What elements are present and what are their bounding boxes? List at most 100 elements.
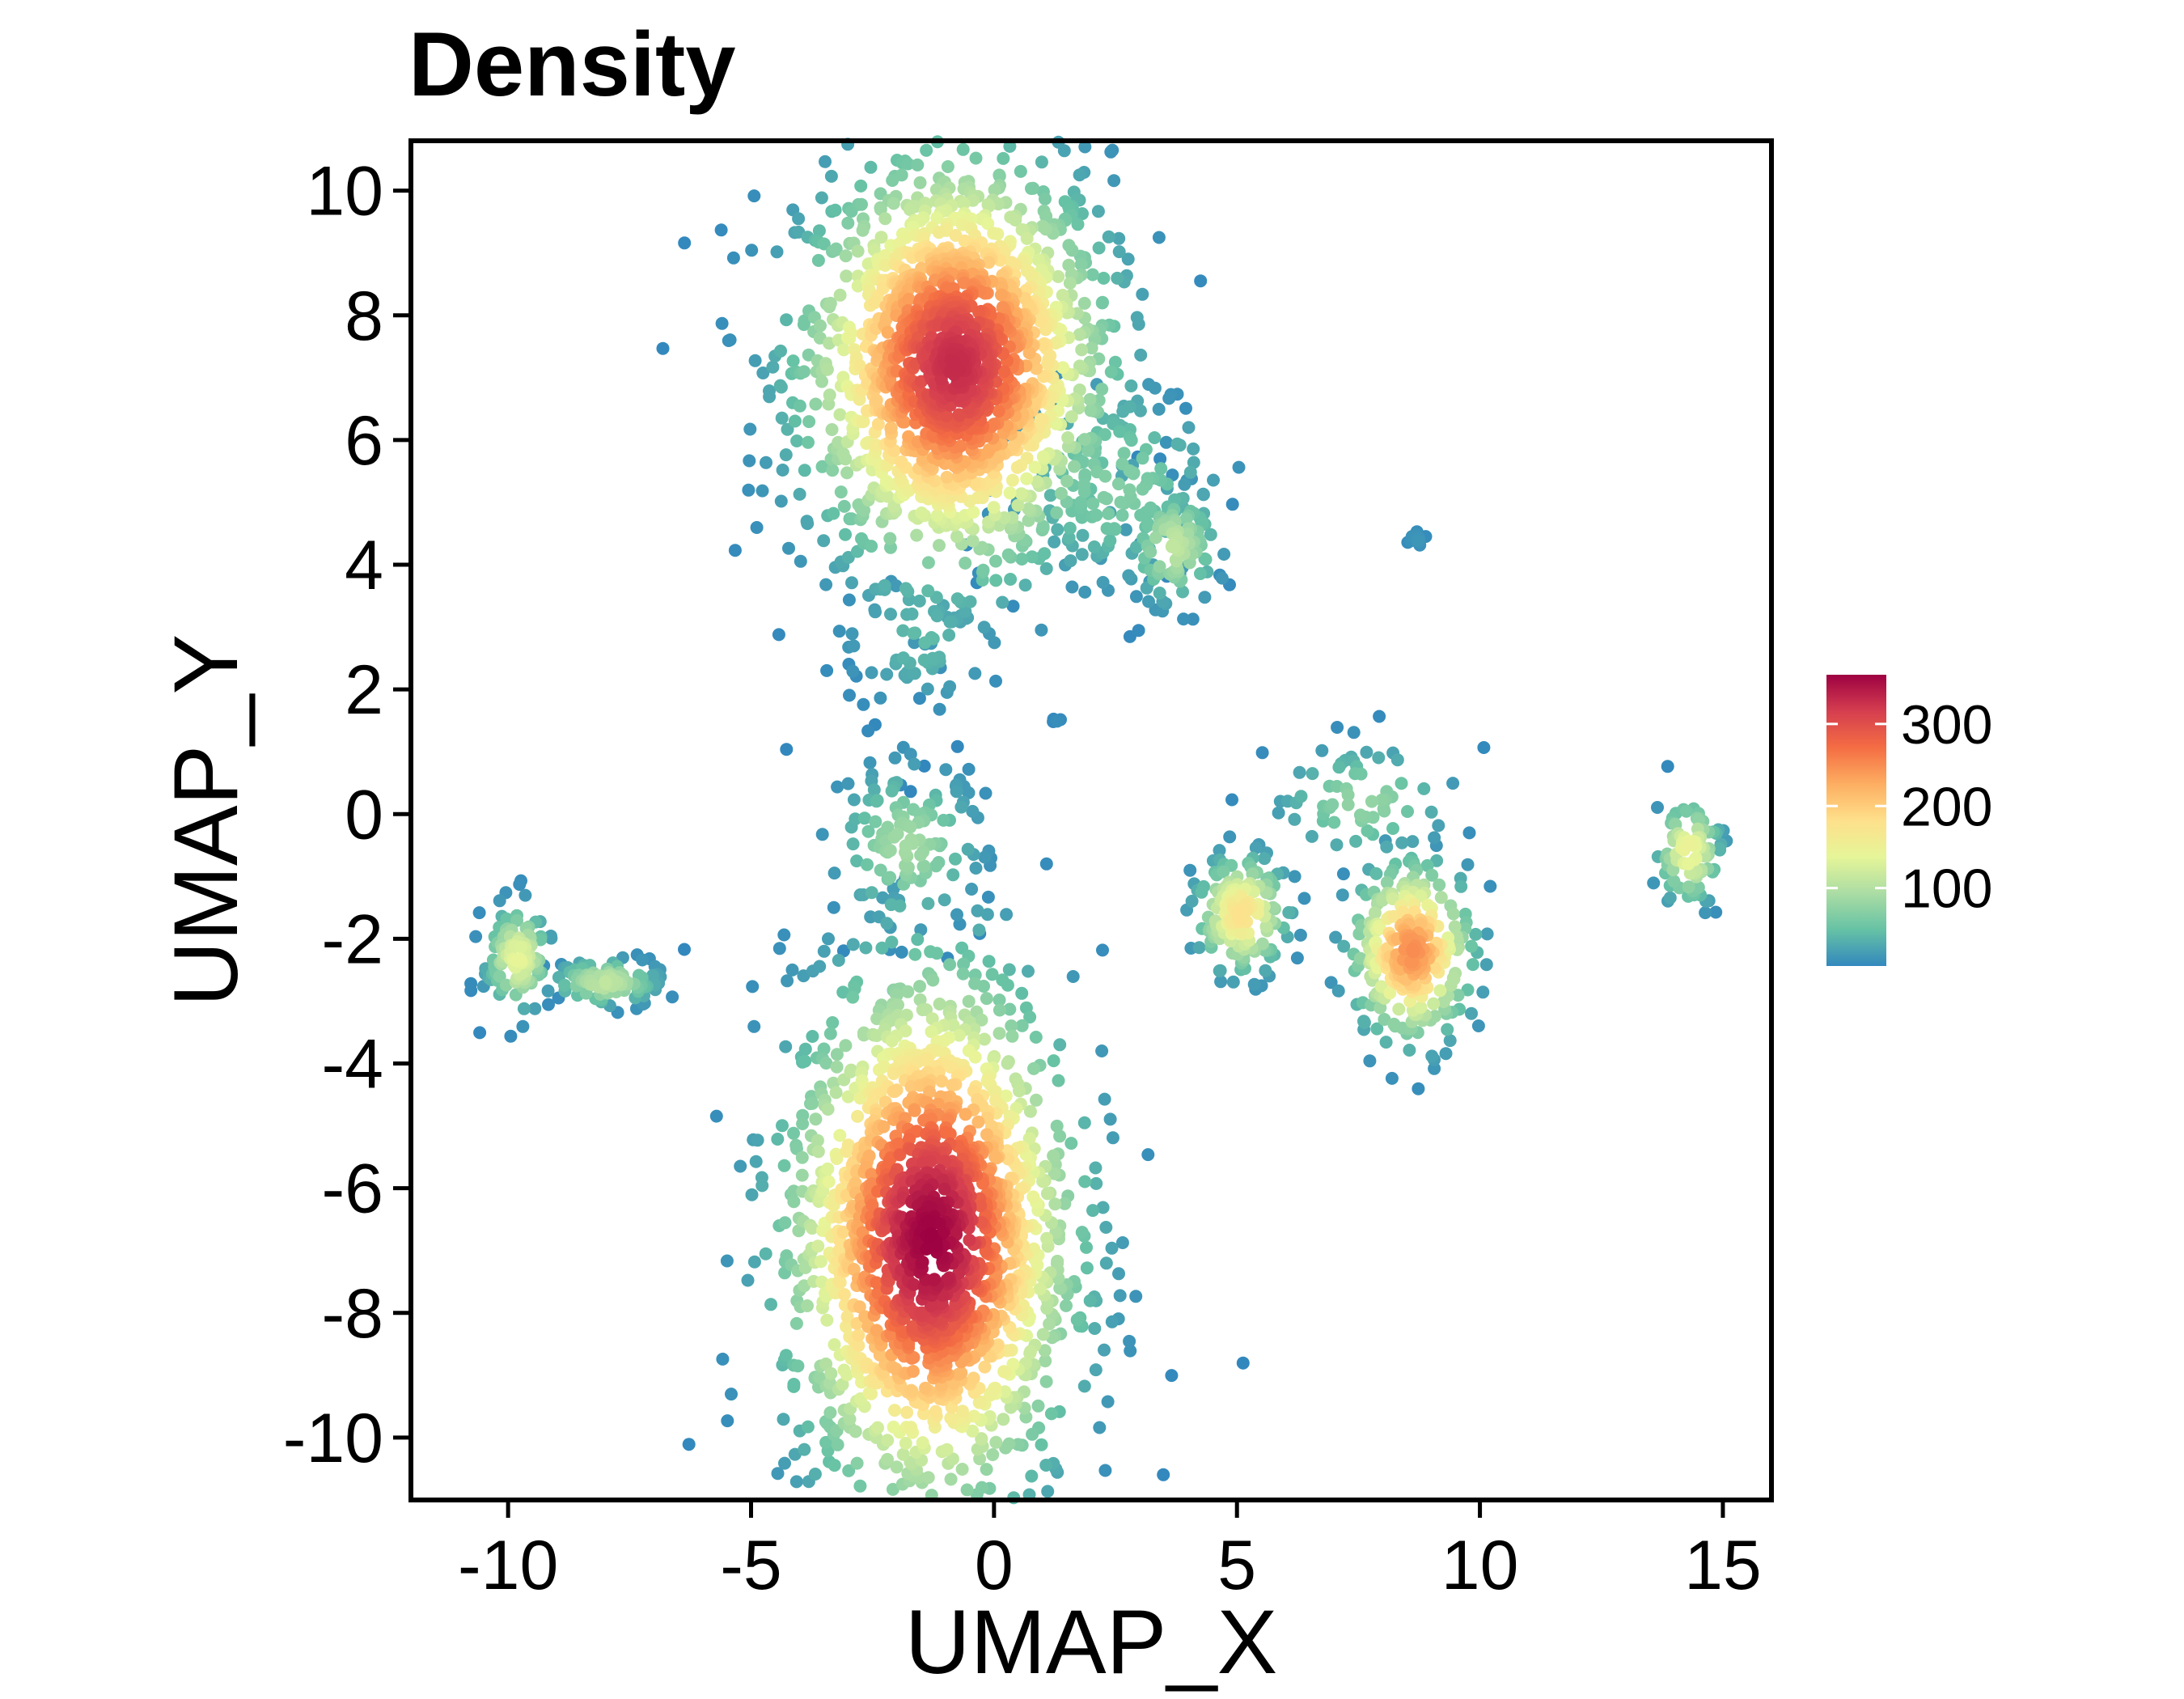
scatter-point <box>869 605 882 619</box>
scatter-point <box>800 515 814 528</box>
scatter-point <box>1167 540 1181 554</box>
scatter-point <box>956 142 970 156</box>
scatter-point <box>983 443 996 456</box>
scatter-point <box>895 168 908 182</box>
scatter-point <box>1029 1031 1043 1044</box>
scatter-point <box>1154 462 1168 476</box>
scatter-point <box>774 494 788 508</box>
scatter-point <box>883 532 897 545</box>
scatter-point <box>775 411 789 425</box>
scatter-point <box>840 1320 853 1333</box>
scatter-point <box>969 862 983 875</box>
scatter-point <box>1066 970 1080 983</box>
scatter-point <box>787 1126 800 1140</box>
scatter-point <box>1347 726 1361 739</box>
scatter-point <box>986 1448 1000 1461</box>
scatter-point <box>829 244 843 256</box>
scatter-point <box>911 158 925 172</box>
scatter-point <box>865 1167 878 1181</box>
scatter-point <box>915 506 929 519</box>
scatter-point <box>842 593 856 607</box>
scatter-point <box>636 953 650 967</box>
scatter-point <box>895 945 908 959</box>
scatter-point <box>1068 460 1081 473</box>
scatter-point <box>908 1104 921 1117</box>
scatter-point <box>938 1182 951 1196</box>
scatter-point <box>839 527 852 541</box>
scatter-point <box>1039 192 1052 205</box>
scatter-point <box>841 777 855 790</box>
scatter-point <box>988 183 1001 197</box>
scatter-point <box>962 762 976 776</box>
scatter-point <box>1077 478 1091 492</box>
scatter-point <box>1063 521 1077 535</box>
scatter-point <box>837 499 851 513</box>
y-tick-label: 0 <box>345 776 383 854</box>
scatter-point <box>1133 404 1147 417</box>
scatter-point <box>844 326 858 340</box>
scatter-point <box>782 541 795 555</box>
scatter-point <box>853 358 866 372</box>
scatter-point <box>795 1168 809 1182</box>
scatter-point <box>1039 1375 1053 1388</box>
scatter-point <box>777 1413 790 1426</box>
scatter-point <box>824 169 838 183</box>
scatter-point <box>893 899 907 913</box>
scatter-point <box>913 176 927 189</box>
scatter-point <box>889 579 903 593</box>
scatter-point <box>1075 1226 1089 1239</box>
scatter-point <box>1341 788 1355 802</box>
scatter-point <box>819 1435 833 1449</box>
scatter-point <box>926 973 940 987</box>
scatter-point <box>1213 844 1226 858</box>
scatter-point <box>914 848 928 862</box>
scatter-point <box>1451 989 1465 1002</box>
scatter-point <box>1098 1343 1111 1357</box>
scatter-point <box>855 197 868 211</box>
scatter-point <box>930 509 944 523</box>
scatter-point <box>1083 392 1097 406</box>
scatter-point <box>866 1198 879 1212</box>
scatter-point <box>1427 997 1441 1011</box>
scatter-point <box>1103 1112 1117 1126</box>
scatter-point <box>1183 863 1197 877</box>
scatter-point <box>993 994 1006 1006</box>
scatter-point <box>1129 1290 1143 1303</box>
scatter-point <box>1054 486 1068 500</box>
scatter-point <box>1064 1137 1078 1150</box>
scatter-point <box>952 1028 966 1042</box>
scatter-point <box>778 1216 792 1230</box>
scatter-point <box>821 1103 835 1116</box>
scatter-point <box>1165 1369 1179 1383</box>
scatter-point <box>1255 746 1269 760</box>
scatter-point <box>987 501 1001 515</box>
scatter-point <box>857 415 870 429</box>
scatter-point <box>929 859 943 873</box>
scatter-point <box>746 980 760 994</box>
scatter-point <box>899 1437 912 1450</box>
scatter-point <box>959 557 972 570</box>
scatter-point <box>1152 402 1166 416</box>
scatter-point <box>1136 451 1149 465</box>
scatter-point <box>976 540 989 554</box>
scatter-point <box>806 1222 819 1235</box>
scatter-point <box>827 1459 841 1472</box>
scatter-point <box>900 1405 914 1419</box>
scatter-point <box>1385 1071 1399 1085</box>
scatter-point <box>949 852 962 866</box>
scatter-point <box>1383 986 1397 1000</box>
scatter-point <box>819 1357 833 1371</box>
scatter-point <box>1105 1315 1119 1328</box>
scatter-point <box>891 827 904 841</box>
scatter-point <box>1170 437 1184 451</box>
scatter-point <box>1103 534 1117 548</box>
scatter-point <box>817 944 831 958</box>
scatter-point <box>1226 975 1240 989</box>
scatter-point <box>980 1463 993 1477</box>
scatter-point <box>1667 875 1681 888</box>
scatter-point <box>981 217 995 231</box>
scatter-point <box>1178 477 1191 491</box>
scatter-point <box>792 212 806 226</box>
scatter-point <box>987 1052 1001 1066</box>
scatter-point <box>798 1042 812 1056</box>
